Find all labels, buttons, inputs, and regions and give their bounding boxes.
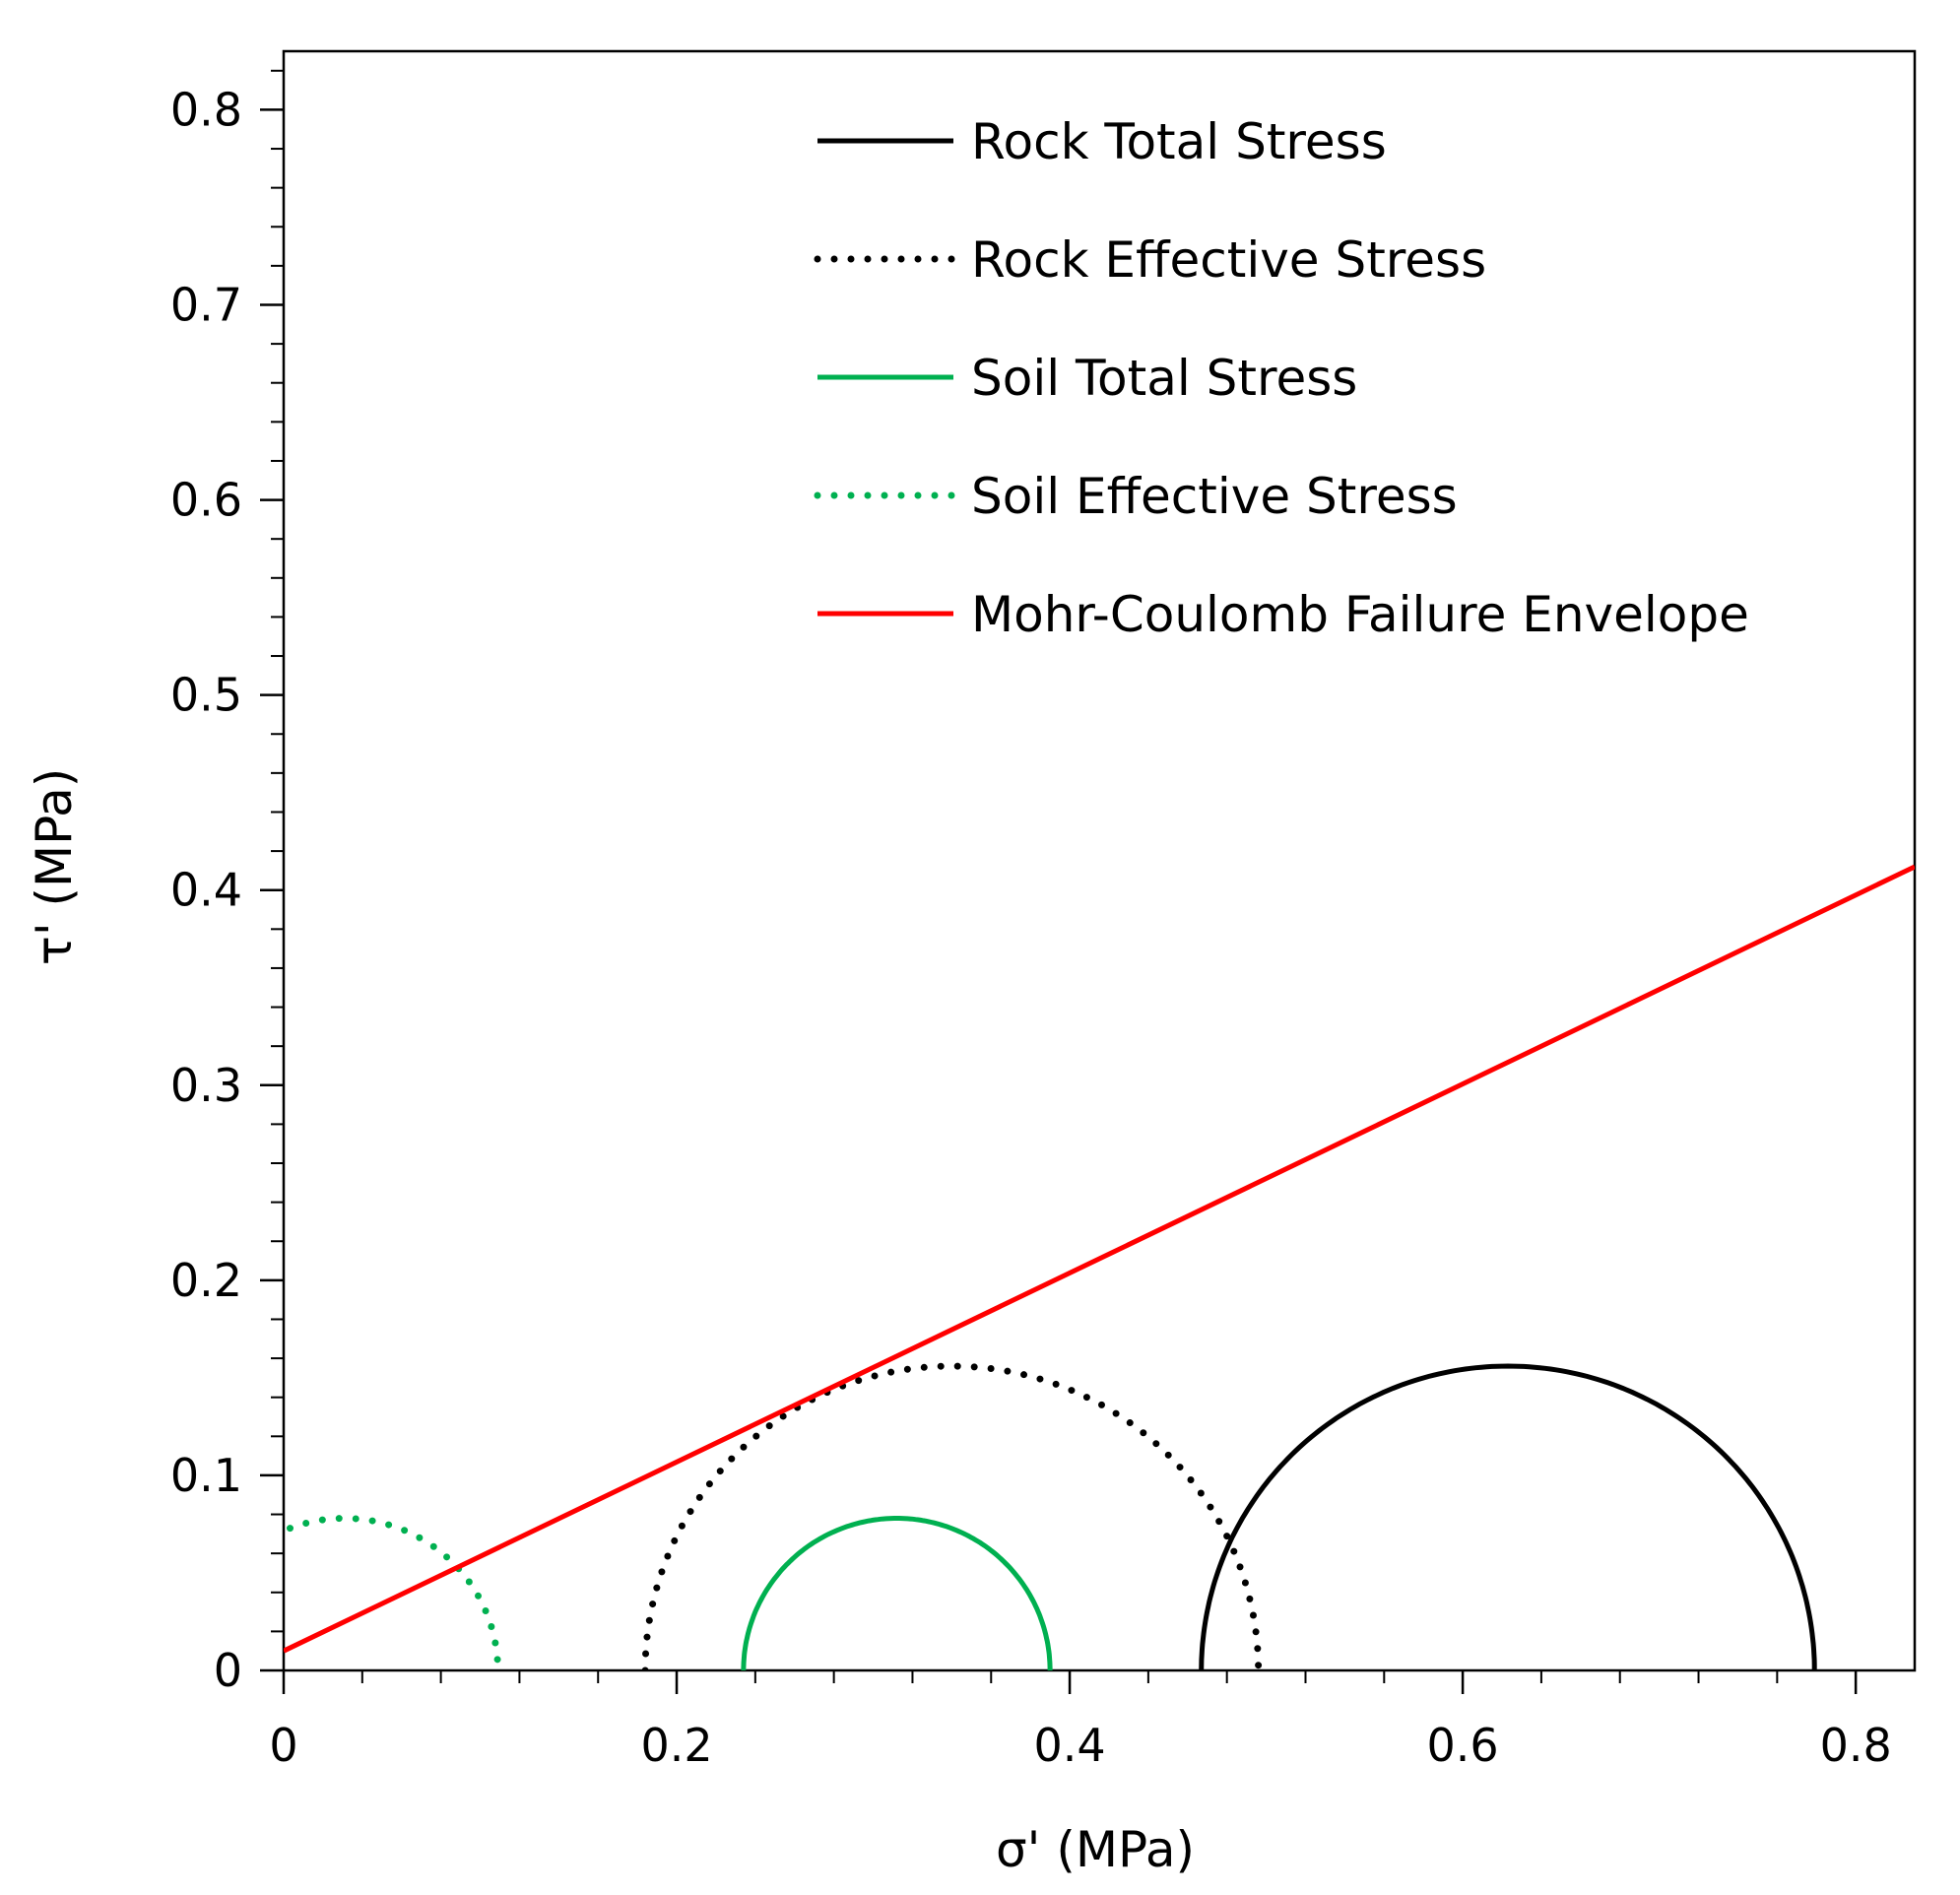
x-tick-label: 0.4 [1033,1719,1105,1772]
y-tick-label: 0.1 [170,1449,242,1502]
axis-ticks: 0 0.2 0.4 0.6 0.8 0 0.1 0.2 0.3 0.4 0.5 0.6 0.7 0.8 [170,69,1892,1772]
y-tick-label: 0.6 [170,474,242,527]
series-soil-total-stress [741,1516,1053,1670]
y-tick-label: 0.4 [170,864,242,917]
legend-label-rock-total-stress: Rock Total Stress [971,113,1387,170]
y-axis-label: τ' (MPa) [26,768,83,965]
y-tick-label: 0.5 [170,669,242,722]
series-group [284,864,1915,1670]
series-mohr-coulomb-failure-envelope [284,864,1915,1654]
x-axis-label: σ' (MPa) [996,1821,1195,1878]
legend-label-soil-effective-stress: Soil Effective Stress [971,468,1458,525]
legend-label-soil-total-stress: Soil Total Stress [971,350,1357,407]
legend-label-mohr-coulomb-failure-envelope: Mohr-Coulomb Failure Envelope [971,586,1749,643]
legend-label-rock-effective-stress: Rock Effective Stress [971,231,1486,289]
y-tick-label: 0.8 [170,83,242,136]
x-tick-label: 0.2 [640,1719,712,1772]
y-tick-label: 0.3 [170,1059,242,1112]
y-tick-label: 0 [214,1644,242,1697]
y-tick-label: 0.2 [170,1254,242,1307]
series-rock-total-stress [1199,1363,1817,1670]
y-tick-label: 0.7 [170,278,242,331]
x-tick-label: 0.6 [1427,1719,1499,1772]
plot-area [282,49,1917,1672]
legend: Rock Total Stress Rock Effective Stress So… [814,113,1749,643]
plot-frame [282,49,1917,1672]
x-tick-label: 0 [269,1719,297,1772]
series-soil-effective-stress [284,1515,501,1670]
x-tick-label: 0.8 [1820,1719,1892,1772]
series-rock-effective-stress [641,1362,1263,1670]
